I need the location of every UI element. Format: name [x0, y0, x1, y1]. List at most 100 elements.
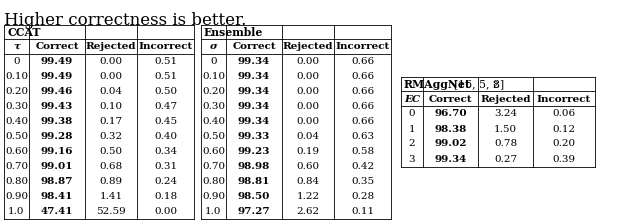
- Text: 0: 0: [13, 57, 20, 66]
- Text: 98.50: 98.50: [238, 192, 270, 201]
- Text: 0.60: 0.60: [202, 147, 225, 156]
- Text: Rejected: Rejected: [480, 95, 531, 103]
- Text: 0.60: 0.60: [296, 162, 319, 171]
- Text: RMAggNet: RMAggNet: [404, 79, 471, 90]
- Text: Correct: Correct: [35, 42, 79, 51]
- Text: 1.0: 1.0: [8, 207, 25, 216]
- Text: 1: 1: [409, 125, 415, 133]
- Text: 98.98: 98.98: [238, 162, 270, 171]
- Text: 99.34: 99.34: [435, 155, 467, 163]
- Text: 99.16: 99.16: [41, 147, 73, 156]
- Text: 0.00: 0.00: [296, 57, 319, 66]
- Text: 0.58: 0.58: [351, 147, 374, 156]
- Text: 0.66: 0.66: [351, 102, 374, 111]
- Text: 0.66: 0.66: [351, 57, 374, 66]
- Text: 99.33: 99.33: [238, 132, 270, 141]
- Text: 0.50: 0.50: [154, 87, 177, 96]
- Text: 99.46: 99.46: [41, 87, 73, 96]
- Text: 99.23: 99.23: [238, 147, 270, 156]
- Text: 99.34: 99.34: [238, 87, 270, 96]
- Text: 99.28: 99.28: [41, 132, 73, 141]
- Text: 1.22: 1.22: [296, 192, 319, 201]
- Text: 99.34: 99.34: [238, 72, 270, 81]
- Text: 0.90: 0.90: [5, 192, 28, 201]
- Text: Incorrect: Incorrect: [335, 42, 390, 51]
- Text: 0.45: 0.45: [154, 117, 177, 126]
- Text: 99.34: 99.34: [238, 102, 270, 111]
- Text: 98.41: 98.41: [41, 192, 73, 201]
- Text: 1.50: 1.50: [494, 125, 517, 133]
- Text: τ: τ: [13, 42, 20, 51]
- Text: 99.34: 99.34: [238, 117, 270, 126]
- Text: 98.87: 98.87: [41, 177, 73, 186]
- Text: 0.50: 0.50: [99, 147, 123, 156]
- Text: 0.32: 0.32: [99, 132, 123, 141]
- Text: 0.10: 0.10: [202, 72, 225, 81]
- Text: CCAT: CCAT: [7, 26, 40, 38]
- Text: 0.18: 0.18: [154, 192, 177, 201]
- Text: 0.31: 0.31: [154, 162, 177, 171]
- Text: 0.51: 0.51: [154, 57, 177, 66]
- Text: 0.60: 0.60: [5, 147, 28, 156]
- Text: 0.89: 0.89: [99, 177, 123, 186]
- Text: 0.20: 0.20: [552, 139, 575, 149]
- Text: 0.00: 0.00: [296, 102, 319, 111]
- Text: 0.20: 0.20: [202, 87, 225, 96]
- Text: Incorrect: Incorrect: [138, 42, 193, 51]
- Text: 3.24: 3.24: [494, 109, 517, 119]
- Text: 0.10: 0.10: [99, 102, 123, 111]
- Text: 0.66: 0.66: [351, 72, 374, 81]
- Text: 0: 0: [409, 109, 415, 119]
- Text: 0.19: 0.19: [296, 147, 319, 156]
- Text: 0.66: 0.66: [351, 117, 374, 126]
- Text: Correct: Correct: [429, 95, 472, 103]
- Text: 0.00: 0.00: [296, 72, 319, 81]
- Text: 99.01: 99.01: [41, 162, 73, 171]
- Text: 0.90: 0.90: [202, 192, 225, 201]
- Text: 0.24: 0.24: [154, 177, 177, 186]
- Text: 2: 2: [409, 139, 415, 149]
- Text: 0.47: 0.47: [154, 102, 177, 111]
- Text: 0.00: 0.00: [154, 207, 177, 216]
- Text: 0.80: 0.80: [202, 177, 225, 186]
- Text: 0.34: 0.34: [154, 147, 177, 156]
- Text: Higher correctness is better.: Higher correctness is better.: [4, 12, 246, 29]
- Text: 0.84: 0.84: [296, 177, 319, 186]
- Text: 0.42: 0.42: [351, 162, 374, 171]
- Text: Correct: Correct: [232, 42, 276, 51]
- Text: 3: 3: [409, 155, 415, 163]
- Text: Rejected: Rejected: [86, 42, 136, 51]
- Text: 0.06: 0.06: [552, 109, 575, 119]
- Text: Incorrect: Incorrect: [537, 95, 591, 103]
- Text: 0.04: 0.04: [99, 87, 123, 96]
- Text: 0.04: 0.04: [296, 132, 319, 141]
- Text: 99.43: 99.43: [41, 102, 73, 111]
- Text: 0.00: 0.00: [296, 117, 319, 126]
- Text: 2.62: 2.62: [296, 207, 319, 216]
- Text: 0.20: 0.20: [5, 87, 28, 96]
- Text: 98.81: 98.81: [238, 177, 270, 186]
- Text: 99.49: 99.49: [41, 72, 73, 81]
- Text: 0.00: 0.00: [296, 87, 319, 96]
- Text: 0.70: 0.70: [5, 162, 28, 171]
- Text: 0.10: 0.10: [5, 72, 28, 81]
- Text: 0.27: 0.27: [494, 155, 517, 163]
- Text: 0.68: 0.68: [99, 162, 123, 171]
- Text: 0.80: 0.80: [5, 177, 28, 186]
- Text: EC: EC: [404, 95, 420, 103]
- Text: 0: 0: [210, 57, 217, 66]
- Text: 0.35: 0.35: [351, 177, 374, 186]
- Text: 0.40: 0.40: [5, 117, 28, 126]
- Text: 98.38: 98.38: [435, 125, 467, 133]
- Text: Ensemble: Ensemble: [204, 26, 264, 38]
- Text: 0.70: 0.70: [202, 162, 225, 171]
- Text: 0.39: 0.39: [552, 155, 575, 163]
- Text: 1.41: 1.41: [99, 192, 123, 201]
- Text: σ: σ: [210, 42, 218, 51]
- Text: 0.30: 0.30: [5, 102, 28, 111]
- Text: 0.40: 0.40: [202, 117, 225, 126]
- Text: 97.27: 97.27: [237, 207, 270, 216]
- Text: 99.38: 99.38: [41, 117, 73, 126]
- Text: 0.00: 0.00: [99, 72, 123, 81]
- Text: 0.28: 0.28: [351, 192, 374, 201]
